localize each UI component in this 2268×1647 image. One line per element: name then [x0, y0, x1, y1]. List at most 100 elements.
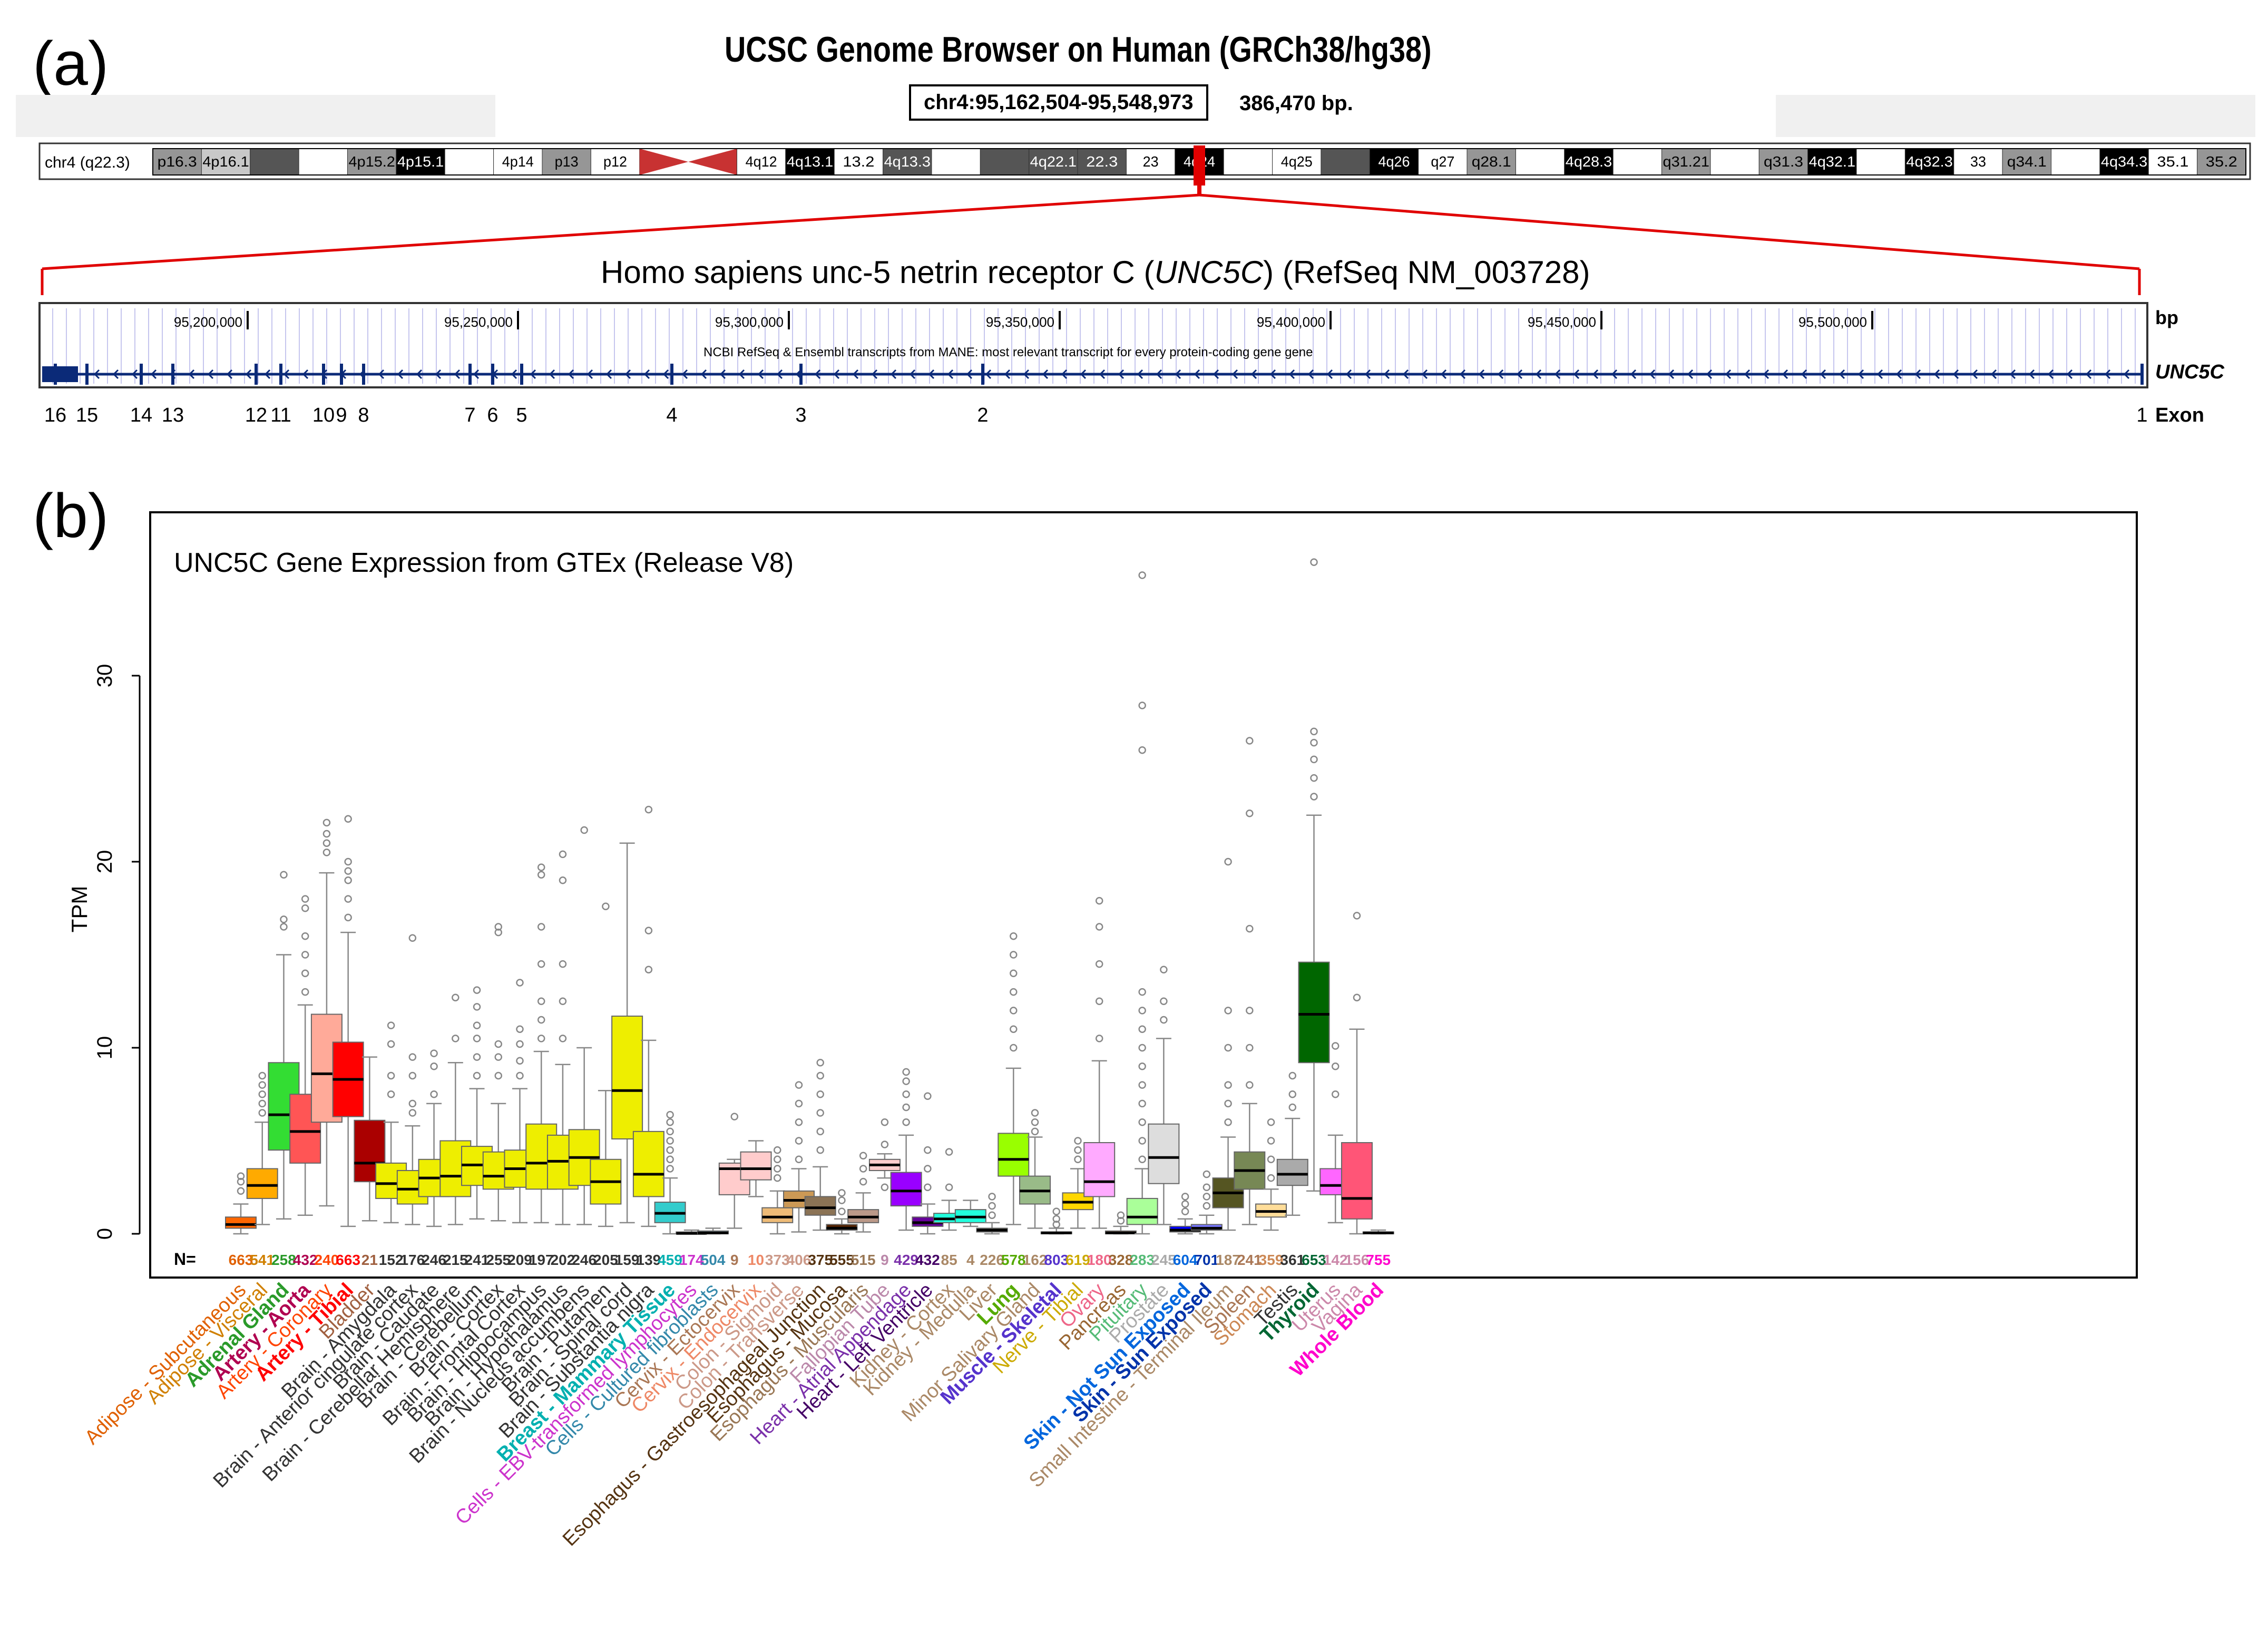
outlier-point [580, 826, 588, 834]
boxplot[interactable] [1040, 1207, 1072, 1235]
outlier-point [1160, 997, 1168, 1005]
outlier-point [795, 1118, 803, 1126]
boxplot[interactable] [246, 1071, 278, 1225]
boxplot[interactable] [890, 1068, 922, 1231]
outlier-point [1246, 809, 1254, 817]
boxplot[interactable] [268, 871, 300, 1220]
outlier-point [1095, 923, 1103, 931]
boxplot[interactable] [568, 826, 600, 1225]
boxplot[interactable] [1276, 1071, 1308, 1216]
outlier-point [881, 1183, 889, 1191]
box [1298, 961, 1330, 1064]
boxplot[interactable] [1234, 737, 1266, 1225]
boxplot[interactable] [1298, 558, 1330, 1192]
boxplot[interactable] [998, 932, 1030, 1225]
boxplot[interactable] [804, 1058, 836, 1231]
strand-arrow [283, 369, 290, 379]
outlier-point [816, 1146, 824, 1154]
exon-block [670, 364, 673, 385]
outlier-point [881, 1141, 889, 1148]
boxplot[interactable] [1190, 1170, 1223, 1235]
boxplot[interactable] [1341, 912, 1373, 1235]
sample-count: 202 [551, 1252, 575, 1268]
exon-label: 12 [245, 404, 267, 426]
boxplot[interactable] [740, 1140, 772, 1197]
box [1341, 1142, 1373, 1220]
boxplot[interactable] [1019, 1109, 1051, 1229]
ideogram-band-label: 4q13.1 [787, 153, 833, 170]
ideogram-band [2002, 148, 2052, 176]
ideogram-band-label: q27 [1431, 153, 1454, 170]
boxplot[interactable] [332, 815, 364, 1227]
boxplot[interactable] [697, 1227, 729, 1235]
outlier-point [1010, 988, 1018, 996]
sample-count: 373 [765, 1252, 790, 1268]
boxplot[interactable] [1255, 1118, 1287, 1231]
strand-arrow [1914, 369, 1921, 379]
boxplot[interactable] [761, 1146, 794, 1235]
boxplot[interactable] [611, 842, 643, 1224]
exon-block [799, 364, 803, 385]
outlier-point [816, 1109, 824, 1117]
gene-model[interactable] [42, 364, 2144, 385]
boxplot[interactable] [976, 1193, 1008, 1235]
boxplot[interactable] [847, 1152, 879, 1233]
outlier-point [1246, 1081, 1254, 1089]
strand-arrow [1156, 369, 1162, 379]
outlier-point [473, 1071, 481, 1080]
outlier-point [1181, 1207, 1189, 1215]
boxplot[interactable] [954, 1200, 986, 1227]
boxplot[interactable] [1362, 1229, 1394, 1235]
outlier-point [644, 927, 653, 934]
outlier-point [537, 1016, 545, 1024]
ideogram-band [201, 148, 251, 176]
exon-label: 13 [162, 404, 184, 426]
outlier-point [1353, 912, 1361, 920]
boxplot[interactable] [1083, 896, 1116, 1229]
boxplot[interactable] [1148, 966, 1180, 1225]
boxplot[interactable] [1062, 1137, 1094, 1229]
outlier-point [1138, 701, 1146, 709]
outlier-point [666, 1155, 674, 1164]
outlier-point [816, 1127, 824, 1136]
boxplot[interactable] [868, 1118, 901, 1191]
box [611, 1015, 643, 1139]
outlier-point [1224, 1099, 1232, 1108]
outlier-point [816, 1058, 824, 1067]
ideogram-band-centromere [639, 149, 689, 175]
outlier-point [774, 1174, 781, 1182]
position-box[interactable]: chr4:95,162,504-95,548,973 [909, 84, 1208, 121]
boxplot[interactable] [225, 1172, 257, 1235]
strand-arrow [302, 369, 309, 379]
strand-arrow [1194, 369, 1200, 379]
exon-block [362, 364, 365, 385]
box [998, 1133, 1030, 1177]
boxplot[interactable] [632, 805, 664, 1227]
strand-arrow [2123, 369, 2130, 379]
strand-arrow [1820, 369, 1826, 379]
outlier-point [1010, 1025, 1018, 1033]
outlier-point [774, 1155, 781, 1164]
boxplot[interactable] [1104, 1211, 1137, 1235]
box [761, 1207, 794, 1223]
ideogram-highlight [1194, 145, 1205, 186]
strand-arrow [1364, 369, 1371, 379]
outlier-point [237, 1177, 245, 1186]
outlier-point [537, 923, 545, 931]
boxplot[interactable] [590, 902, 622, 1227]
boxplot[interactable] [1126, 571, 1158, 1235]
outlier-point [322, 839, 331, 847]
outlier-point [795, 1155, 803, 1164]
outlier-point [1074, 1155, 1082, 1164]
outlier-point [1246, 737, 1254, 745]
boxplot[interactable] [654, 1110, 686, 1235]
outlier-point [1310, 793, 1318, 801]
sample-count: 176 [400, 1252, 425, 1268]
ruler-tick-label: 95,200,000 [174, 314, 242, 330]
ideogram-band-label: 4q32.3 [1906, 153, 1952, 170]
boxplot[interactable] [826, 1189, 858, 1235]
outlier-point [301, 932, 309, 940]
ideogram-band [2148, 148, 2198, 176]
